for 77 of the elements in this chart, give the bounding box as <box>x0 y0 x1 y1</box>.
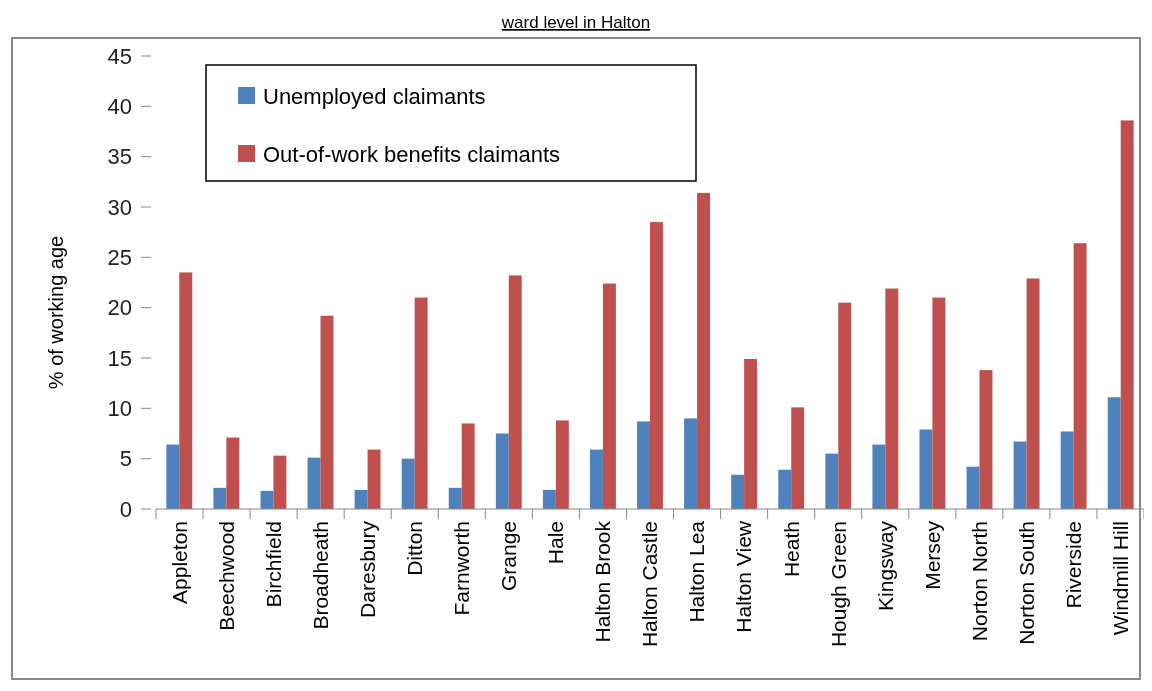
bar <box>542 489 556 509</box>
bar <box>354 489 368 509</box>
x-tick-label: Broadheath <box>309 521 333 630</box>
bar <box>1073 243 1087 509</box>
bar <box>966 466 980 509</box>
x-tick-label: Daresbury <box>356 520 380 618</box>
y-tick-label: 30 <box>107 194 132 220</box>
bar <box>448 487 462 509</box>
x-tick-label: Hale <box>544 521 568 565</box>
y-tick-label: 15 <box>107 345 132 371</box>
y-tick-label: 20 <box>107 295 132 321</box>
bar <box>1060 431 1074 509</box>
bar <box>744 359 758 509</box>
bar <box>226 437 240 509</box>
y-tick-label: 45 <box>107 43 132 69</box>
bar <box>919 429 933 509</box>
legend-label: Out-of-work benefits claimants <box>263 141 561 167</box>
chart-title: ward level in Halton <box>500 13 651 32</box>
bar <box>273 455 287 509</box>
x-tick-label: Halton Castle <box>638 521 662 648</box>
bar <box>414 297 428 509</box>
bar <box>213 487 227 509</box>
bar <box>885 288 899 509</box>
bar <box>872 444 886 509</box>
bar <box>778 469 792 509</box>
x-tick-label: Birchfield <box>261 521 285 608</box>
bar <box>1013 441 1027 509</box>
bar <box>697 192 711 509</box>
x-tick-label: Grange <box>497 521 521 592</box>
x-tick-label: Farnworth <box>450 521 474 616</box>
x-tick-label: Kingsway <box>873 520 897 611</box>
bar <box>1107 397 1121 509</box>
bar <box>589 449 603 509</box>
bar <box>1120 120 1134 509</box>
bar <box>367 449 381 509</box>
bar <box>320 315 334 509</box>
y-tick-label: 0 <box>119 496 132 522</box>
bar <box>731 474 745 509</box>
bar <box>602 283 616 509</box>
bar <box>979 370 993 509</box>
y-tick-label: 35 <box>107 144 132 170</box>
x-tick-label: Ditton <box>403 521 427 576</box>
y-tick-label: 10 <box>107 396 132 422</box>
x-tick-label: Hough Green <box>826 521 850 648</box>
x-tick-label: Beechwood <box>214 521 238 631</box>
legend-label: Unemployed claimants <box>263 83 486 109</box>
x-tick-label: Halton View <box>732 520 756 633</box>
bar <box>495 433 509 509</box>
x-tick-label: Appleton <box>167 521 191 604</box>
x-tick-label: Riverside <box>1061 521 1085 609</box>
bar <box>461 423 475 509</box>
bar <box>1026 278 1040 509</box>
bar <box>637 421 650 509</box>
x-tick-label: Halton Brook <box>591 520 615 643</box>
bar <box>555 420 569 509</box>
bar <box>307 457 321 509</box>
y-tick-label: 5 <box>119 446 132 472</box>
bar <box>825 453 839 509</box>
bar <box>791 407 805 509</box>
x-tick-label: Norton North <box>967 521 991 642</box>
bar <box>260 490 274 509</box>
x-tick-label: Heath <box>779 521 803 578</box>
x-tick-label: Mersey <box>920 520 944 590</box>
x-tick-label: Halton Lea <box>685 520 709 623</box>
bar <box>508 275 522 509</box>
x-tick-label: Windmill Hill <box>1108 521 1132 636</box>
x-tick-label: Norton South <box>1014 521 1038 645</box>
bar <box>166 444 180 509</box>
bar <box>932 297 946 509</box>
bar <box>838 302 852 509</box>
y-tick-label: 25 <box>107 245 132 271</box>
bar <box>401 458 415 509</box>
bar <box>684 418 698 509</box>
y-axis-title: % of working age <box>45 235 67 390</box>
y-tick-label: 40 <box>107 94 132 120</box>
bar <box>179 272 193 509</box>
bar <box>650 222 663 509</box>
